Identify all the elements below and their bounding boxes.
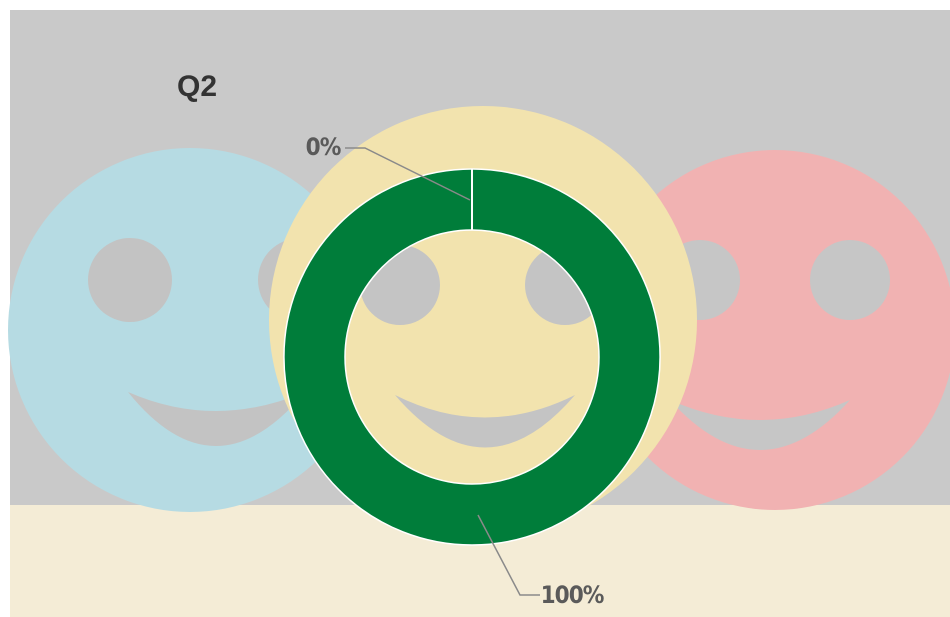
chart: Q2 0% 100% bbox=[0, 0, 950, 617]
chart-title: Q2 bbox=[177, 70, 217, 103]
data-label: 0% bbox=[306, 133, 341, 161]
data-label: 100% bbox=[541, 581, 604, 609]
